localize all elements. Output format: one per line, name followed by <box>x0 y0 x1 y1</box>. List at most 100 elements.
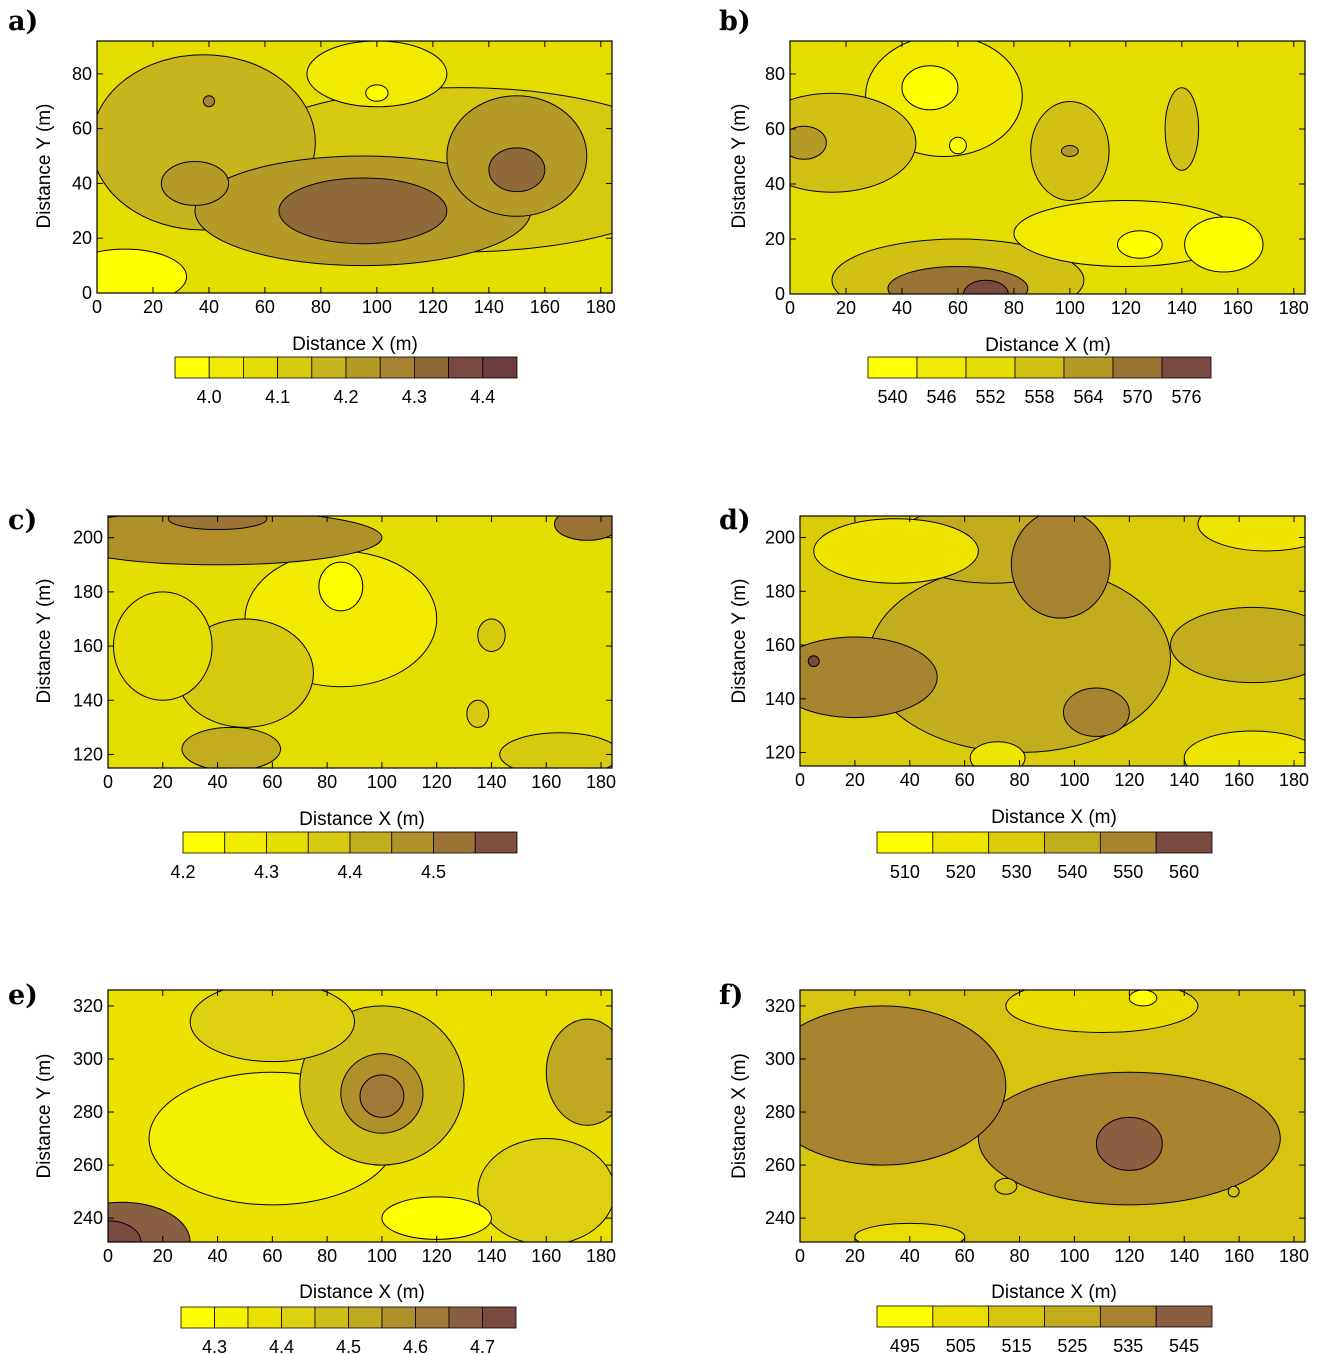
x-tick-label: 80 <box>317 772 337 792</box>
contour-region <box>359 1074 405 1118</box>
y-tick-label: 280 <box>73 1102 103 1122</box>
contour-region <box>790 92 917 193</box>
x-tick-label: 0 <box>785 298 795 318</box>
y-tick-label: 20 <box>72 228 92 248</box>
contour-map-b: 0 20 40 60 80 100 120 140 160 180 0 20 40 60 80 540 546 5… <box>765 40 1309 407</box>
x-tick-label: 100 <box>1059 770 1089 790</box>
colorbar-swatch <box>932 1305 990 1328</box>
x-tick-label: 60 <box>955 770 975 790</box>
colorbar-tick-label: 564 <box>1073 387 1103 407</box>
x-tick-label: 140 <box>1167 298 1197 318</box>
colorbar-tick-label: 558 <box>1024 387 1054 407</box>
xlabel-e: Distance X (m) <box>299 1282 425 1303</box>
y-tick-label: 120 <box>73 744 103 764</box>
plot-frame <box>799 515 1306 767</box>
colorbar-tick-label: 505 <box>946 1336 976 1354</box>
y-tick-label: 320 <box>765 996 795 1016</box>
x-tick-label: 20 <box>153 1246 173 1266</box>
y-tick-label: 80 <box>72 64 92 84</box>
colorbar-tick-label: 4.7 <box>470 1337 495 1354</box>
x-tick-label: 40 <box>892 298 912 318</box>
colorbar-tick-label: 4.4 <box>337 862 362 882</box>
x-tick-label: 60 <box>262 1246 282 1266</box>
x-tick-label: 180 <box>586 1246 616 1266</box>
y-tick-label: 240 <box>765 1208 795 1228</box>
xlabel-b: Distance X (m) <box>985 335 1111 356</box>
x-tick-label: 180 <box>586 297 616 317</box>
y-tick-label: 260 <box>73 1155 103 1175</box>
x-tick-label: 40 <box>208 772 228 792</box>
contour-region <box>807 655 820 668</box>
x-tick-label: 160 <box>530 297 560 317</box>
x-tick-label: 20 <box>153 772 173 792</box>
contour-region <box>466 699 490 728</box>
x-tick-label: 100 <box>367 1246 397 1266</box>
contour-region <box>1197 516 1305 552</box>
colorbar-tick-label: 4.6 <box>403 1337 428 1354</box>
x-tick-label: 20 <box>836 298 856 318</box>
x-tick-label: 80 <box>317 1246 337 1266</box>
x-tick-label: 140 <box>476 772 506 792</box>
x-tick-label: 0 <box>103 772 113 792</box>
contour-region <box>365 84 389 102</box>
x-tick-label: 0 <box>795 1246 805 1266</box>
colorbar-tick-label: 495 <box>890 1336 920 1354</box>
contour-region <box>202 95 216 108</box>
contour-region <box>108 516 383 566</box>
y-tick-label: 0 <box>775 284 785 304</box>
plot-frame <box>799 989 1306 1243</box>
contour-region <box>1116 230 1163 259</box>
colorbar-tick-label: 4.2 <box>333 387 358 407</box>
colorbar-swatch <box>876 1305 934 1328</box>
x-tick-label: 0 <box>103 1246 113 1266</box>
colorbar-tick-label: 525 <box>1057 1336 1087 1354</box>
y-tick-label: 60 <box>765 119 785 139</box>
colorbar-swatch <box>474 831 518 854</box>
x-tick-label: 60 <box>955 1246 975 1266</box>
colorbar-tick-label: 4.1 <box>265 387 290 407</box>
x-tick-label: 40 <box>208 1246 228 1266</box>
x-tick-label: 120 <box>1114 1246 1144 1266</box>
y-tick-label: 60 <box>72 119 92 139</box>
contour-region <box>969 741 1026 766</box>
colorbar-tick-label: 510 <box>890 862 920 882</box>
contour-region <box>1184 216 1264 273</box>
contour-region <box>1005 990 1199 1033</box>
x-tick-label: 40 <box>900 770 920 790</box>
panel-letter-e: e) <box>8 980 38 1011</box>
x-tick-label: 40 <box>900 1246 920 1266</box>
x-tick-label: 60 <box>948 298 968 318</box>
x-tick-label: 120 <box>422 772 452 792</box>
y-tick-label: 260 <box>765 1155 795 1175</box>
x-tick-label: 20 <box>845 1246 865 1266</box>
colorbar-swatch <box>1161 356 1212 379</box>
colorbar-swatch <box>1155 1305 1213 1328</box>
contour-region <box>318 561 364 612</box>
x-tick-label: 0 <box>795 770 805 790</box>
x-tick-label: 160 <box>531 1246 561 1266</box>
contour-region <box>901 65 959 111</box>
x-tick-label: 80 <box>1010 1246 1030 1266</box>
colorbar-swatch <box>482 1306 517 1329</box>
contour-region <box>545 1018 612 1126</box>
contour-region <box>477 618 506 652</box>
x-tick-label: 80 <box>1004 298 1024 318</box>
x-tick-label: 160 <box>1224 1246 1254 1266</box>
colorbar-tick-label: 4.3 <box>202 1337 227 1354</box>
plot-frame <box>107 989 613 1243</box>
y-tick-label: 40 <box>765 174 785 194</box>
colorbar-tick-label: 560 <box>1169 862 1199 882</box>
colorbar-tick-label: 4.3 <box>402 387 427 407</box>
xlabel-d: Distance X (m) <box>991 807 1117 828</box>
contour-region <box>963 279 1009 294</box>
y-tick-label: 300 <box>765 1049 795 1069</box>
x-tick-label: 140 <box>474 297 504 317</box>
panel-letter-b: b) <box>719 6 751 37</box>
contour-region <box>1060 145 1079 157</box>
y-tick-label: 40 <box>72 173 92 193</box>
colorbar-tick-label: 4.2 <box>170 862 195 882</box>
y-tick-label: 160 <box>73 636 103 656</box>
colorbar-swatch <box>1044 1305 1101 1328</box>
contour-region <box>499 732 612 768</box>
